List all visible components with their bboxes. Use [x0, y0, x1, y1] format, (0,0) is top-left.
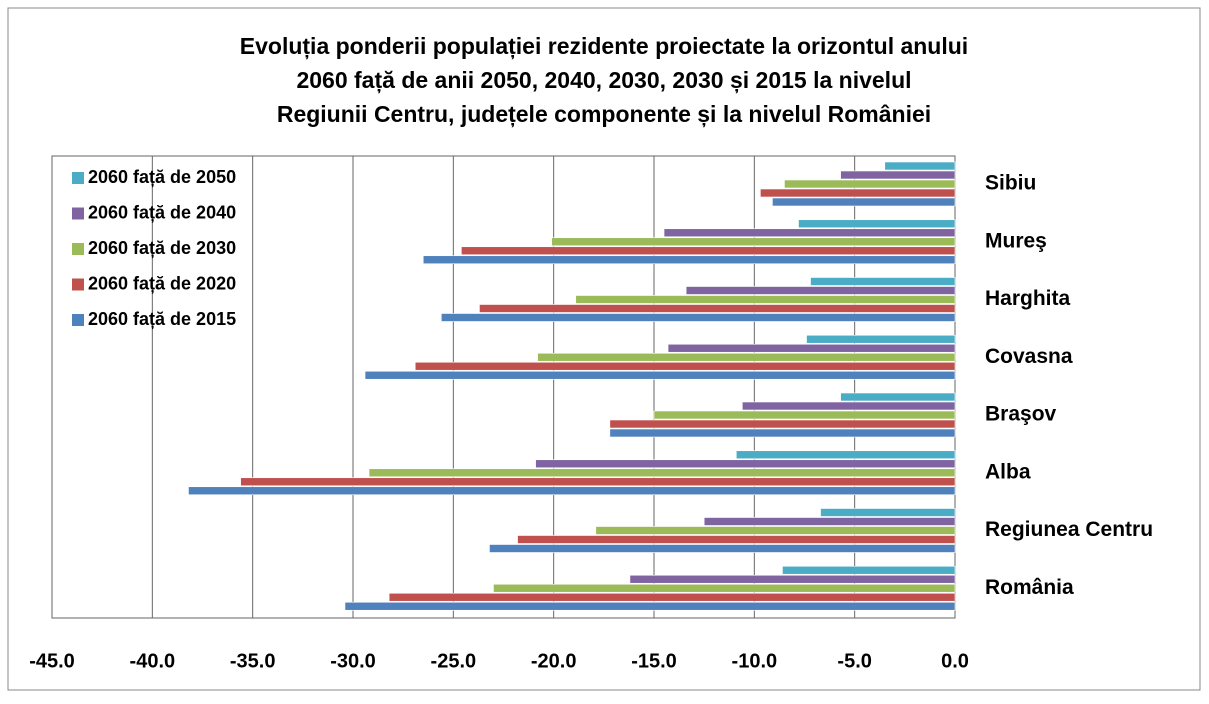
legend-swatch — [72, 172, 84, 184]
legend-label: 2060 față de 2030 — [88, 238, 236, 258]
category-label: România — [985, 576, 1074, 599]
bar — [667, 343, 956, 353]
x-tick-label: -10.0 — [732, 650, 778, 672]
legend-swatch — [72, 243, 84, 255]
bar — [840, 170, 956, 180]
legend-label: 2060 față de 2050 — [88, 167, 236, 187]
x-tick-label: -15.0 — [631, 650, 677, 672]
category-label: Covasna — [985, 345, 1073, 368]
bar — [820, 508, 956, 517]
bar — [489, 544, 956, 553]
title-line: Evoluția ponderii populației rezidente p… — [240, 33, 968, 60]
bar — [537, 352, 956, 362]
x-tick-label: -5.0 — [837, 650, 871, 672]
x-tick-label: 0.0 — [941, 650, 969, 672]
legend-label: 2060 față de 2020 — [88, 273, 236, 293]
bar — [741, 401, 956, 411]
bar — [703, 517, 956, 526]
x-tick-label: -45.0 — [29, 650, 75, 672]
bar — [414, 361, 956, 371]
x-tick-label: -25.0 — [431, 650, 477, 672]
x-tick-label: -20.0 — [531, 650, 577, 672]
legend-swatch — [72, 278, 84, 291]
bar — [188, 486, 956, 496]
bar — [810, 277, 956, 286]
bar — [240, 477, 956, 487]
bar — [517, 535, 956, 544]
bar — [782, 565, 956, 575]
category-label: Mureş — [985, 229, 1047, 252]
bar — [653, 410, 956, 420]
bar — [735, 450, 956, 460]
legend-swatch — [72, 314, 84, 326]
bar — [609, 428, 956, 438]
category-label: Harghita — [985, 287, 1071, 310]
category-label: Regiunea Centru — [985, 518, 1153, 541]
bar — [479, 304, 956, 313]
legend-label: 2060 față de 2015 — [88, 309, 236, 329]
bar — [422, 255, 956, 265]
bar — [884, 161, 956, 171]
bar — [364, 370, 956, 380]
x-tick-label: -40.0 — [130, 650, 176, 672]
bar — [685, 286, 956, 295]
bar — [493, 583, 956, 593]
bar — [798, 219, 956, 229]
bar — [806, 334, 956, 344]
legend-label: 2060 față de 2040 — [88, 202, 236, 222]
bar — [609, 419, 956, 429]
bar — [440, 313, 956, 322]
bar — [595, 526, 956, 535]
category-label: Alba — [985, 460, 1031, 483]
bar — [575, 295, 956, 304]
bar — [461, 246, 956, 256]
bar — [551, 237, 956, 247]
title-line: Regiunii Centru, județele componente și … — [277, 101, 931, 128]
bar — [784, 179, 956, 189]
category-label: Braşov — [985, 403, 1057, 426]
title-line: 2060 față de anii 2050, 2040, 2030, 2030… — [296, 67, 911, 94]
category-label: Sibiu — [985, 172, 1036, 195]
bar — [368, 468, 956, 478]
bar — [344, 601, 956, 611]
bar — [772, 197, 956, 207]
bar — [535, 459, 956, 469]
bar — [663, 228, 956, 238]
legend-swatch — [72, 207, 84, 220]
x-tick-label: -30.0 — [330, 650, 376, 672]
x-tick-label: -35.0 — [230, 650, 276, 672]
chart-title: Evoluția ponderii populației rezidente p… — [240, 33, 968, 128]
bar — [760, 188, 956, 198]
bar — [388, 592, 956, 602]
bar — [629, 574, 956, 584]
bar — [840, 392, 956, 402]
